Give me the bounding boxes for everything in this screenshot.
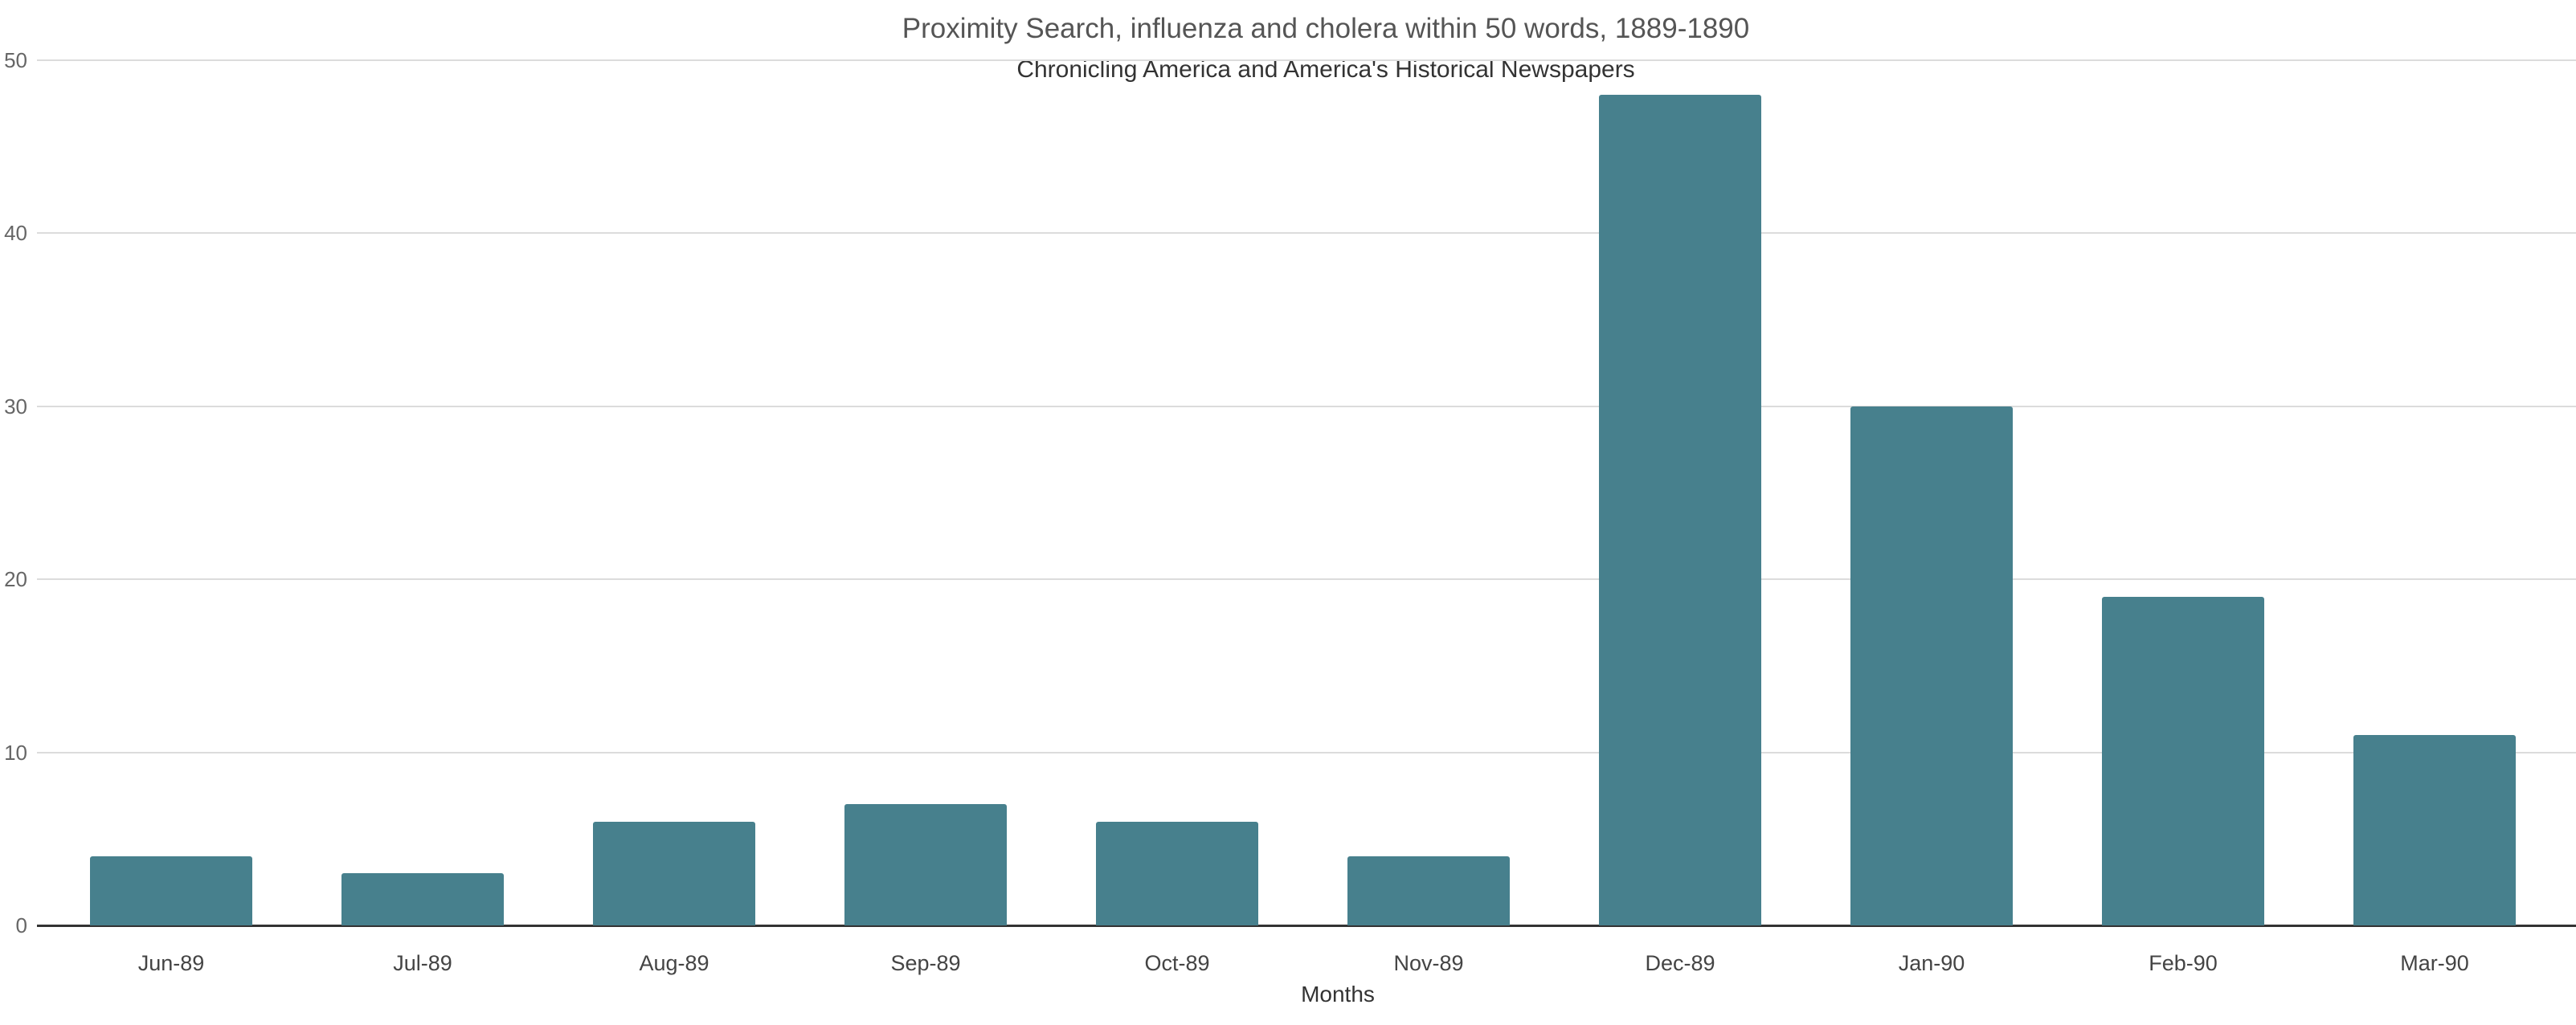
bar-nov-89[interactable]: [1347, 856, 1510, 925]
gridline: [37, 405, 2576, 407]
x-tick-label: Sep-89: [890, 951, 961, 975]
x-tick-label: Jan-90: [1898, 951, 1965, 975]
bar-oct-89[interactable]: [1096, 821, 1258, 925]
gridline: [37, 59, 2576, 61]
x-tick-label: Nov-89: [1393, 951, 1464, 975]
x-tick-label: Jun-89: [137, 951, 205, 975]
x-tick-label: Oct-89: [1144, 951, 1210, 975]
bar-feb-90[interactable]: [2102, 596, 2264, 925]
x-axis-label: Months: [1301, 982, 1375, 1007]
x-tick-label: Mar-90: [2400, 951, 2469, 975]
y-tick-label: 40: [4, 221, 27, 246]
x-tick-label: Feb-90: [2149, 951, 2218, 975]
gridline: [37, 751, 2576, 753]
x-tick-label: Dec-89: [1645, 951, 1715, 975]
bar-dec-89[interactable]: [1599, 95, 1761, 925]
bar-jun-89[interactable]: [90, 856, 252, 925]
y-tick-label: 50: [4, 48, 27, 72]
y-tick-label: 20: [4, 567, 27, 592]
x-tick-label: Jul-89: [393, 951, 452, 975]
y-tick-label: 30: [4, 394, 27, 419]
gridline: [37, 232, 2576, 235]
y-tick-label: 10: [4, 740, 27, 765]
bar-sep-89[interactable]: [844, 804, 1007, 925]
chart-title: Proximity Search, influenza and cholera …: [902, 13, 1750, 44]
y-tick-label: 0: [15, 913, 27, 937]
gridline: [37, 578, 2576, 581]
bar-jan-90[interactable]: [1850, 406, 2013, 925]
bar-jul-89[interactable]: [341, 873, 504, 925]
bar-aug-89[interactable]: [593, 821, 755, 925]
plot-area: [37, 59, 2576, 927]
x-tick-label: Aug-89: [639, 951, 709, 975]
bar-mar-90[interactable]: [2353, 735, 2516, 925]
x-axis-baseline: [37, 925, 2576, 927]
